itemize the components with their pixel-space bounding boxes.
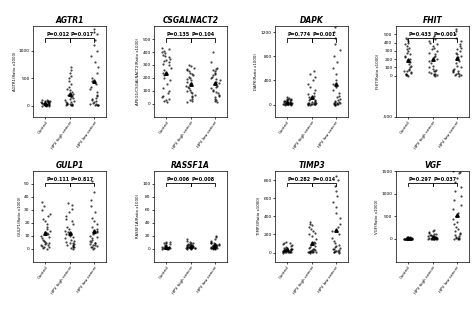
Text: P=0.006: P=0.006 (167, 177, 190, 182)
Title: RASSF1A: RASSF1A (171, 161, 210, 170)
Y-axis label: DAPK(Ratio x1000): DAPK(Ratio x1000) (255, 53, 258, 90)
Text: P=0.135: P=0.135 (167, 32, 190, 38)
Text: P=0.001: P=0.001 (433, 32, 456, 38)
Title: FHIT: FHIT (423, 16, 443, 26)
Text: P=0.297: P=0.297 (409, 177, 432, 182)
Text: P=0.014: P=0.014 (312, 177, 336, 182)
Text: P=0.008: P=0.008 (191, 177, 215, 182)
Title: GULP1: GULP1 (56, 161, 84, 170)
Text: P=0.104: P=0.104 (191, 32, 215, 38)
Y-axis label: TIMP3(Ratio x1000): TIMP3(Ratio x1000) (257, 197, 261, 235)
Title: CSGALNACT2: CSGALNACT2 (163, 16, 219, 26)
Y-axis label: VGF(Ratio x1000): VGF(Ratio x1000) (375, 199, 379, 233)
Text: P=0.774: P=0.774 (288, 32, 311, 38)
Y-axis label: APEG1/CSGALNACT2(Ratio x1000): APEG1/CSGALNACT2(Ratio x1000) (136, 38, 140, 105)
Text: P=0.017: P=0.017 (71, 32, 93, 38)
Y-axis label: AGTR1(Ratio x1000): AGTR1(Ratio x1000) (13, 52, 17, 91)
Text: P=0.817: P=0.817 (71, 177, 93, 182)
Text: P=0.001: P=0.001 (312, 32, 336, 38)
Y-axis label: RASSF1A(Ratio x1000): RASSF1A(Ratio x1000) (137, 194, 140, 238)
Text: P=0.433: P=0.433 (409, 32, 432, 38)
Text: P=0.012: P=0.012 (46, 32, 69, 38)
Title: DAPK: DAPK (300, 16, 324, 26)
Title: VGF: VGF (424, 161, 441, 170)
Title: TIMP3: TIMP3 (298, 161, 325, 170)
Title: AGTR1: AGTR1 (55, 16, 84, 26)
Y-axis label: GULP1(Ratio x1000): GULP1(Ratio x1000) (18, 197, 22, 236)
Text: P=0.037: P=0.037 (433, 177, 456, 182)
Text: P=0.282: P=0.282 (288, 177, 311, 182)
Text: P=0.111: P=0.111 (46, 177, 69, 182)
Y-axis label: FHIT(Ratio x1000): FHIT(Ratio x1000) (376, 54, 381, 89)
